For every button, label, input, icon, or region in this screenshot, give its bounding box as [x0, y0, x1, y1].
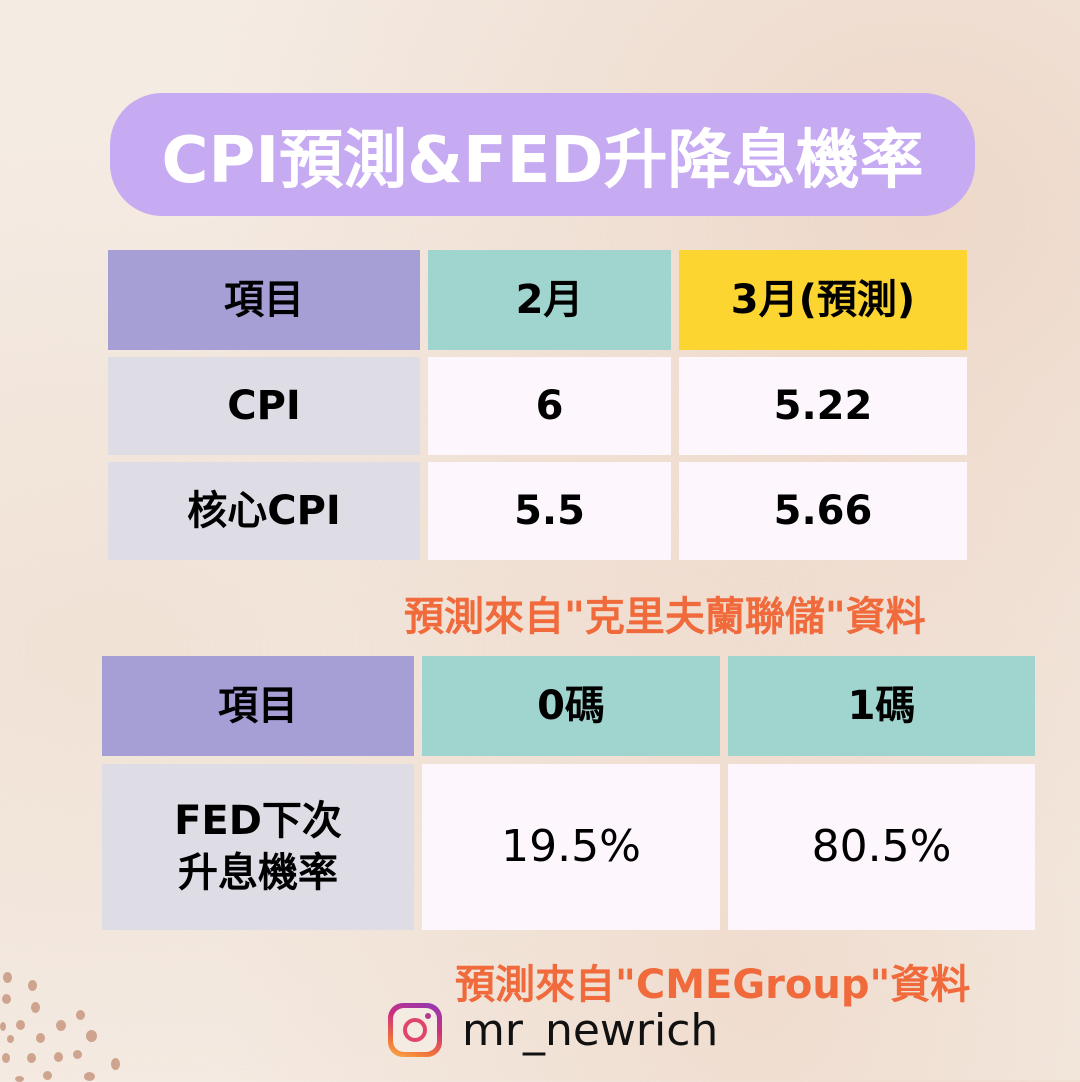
cpi-header-feb: 2月 [428, 250, 671, 350]
cpi-header-mar: 3月(預測) [679, 250, 967, 350]
cpi-header-item: 項目 [108, 250, 420, 350]
fed-source-note: 預測來自"CMEGroup"資料 [455, 962, 971, 1008]
cpi-mar-value: 5.22 [679, 357, 967, 455]
instagram-handle[interactable]: mr_newrich [388, 1003, 718, 1057]
fed-row-label-line1: FED下次 [174, 798, 342, 844]
fed-zero-value: 19.5% [422, 764, 720, 930]
cpi-feb-value: 6 [428, 357, 671, 455]
title-banner: CPI預測&FED升降息機率 [110, 93, 975, 216]
core-cpi-mar-value: 5.66 [679, 462, 967, 560]
handle-text: mr_newrich [462, 1004, 719, 1056]
fed-one-value: 80.5% [728, 764, 1035, 930]
fed-header-one: 1碼 [728, 656, 1035, 756]
cpi-row-label: CPI [108, 357, 420, 455]
decorative-dots [0, 960, 120, 1082]
fed-header-zero: 0碼 [422, 656, 720, 756]
page-title: CPI預測&FED升降息機率 [161, 123, 924, 198]
fed-header-item: 項目 [102, 656, 414, 756]
fed-row-label-line2: 升息機率 [178, 850, 338, 896]
fed-row-label: FED下次 升息機率 [102, 764, 414, 930]
cpi-source-note: 預測來自"克里夫蘭聯儲"資料 [404, 594, 926, 640]
instagram-icon [388, 1003, 442, 1057]
core-cpi-row-label: 核心CPI [108, 462, 420, 560]
core-cpi-feb-value: 5.5 [428, 462, 671, 560]
